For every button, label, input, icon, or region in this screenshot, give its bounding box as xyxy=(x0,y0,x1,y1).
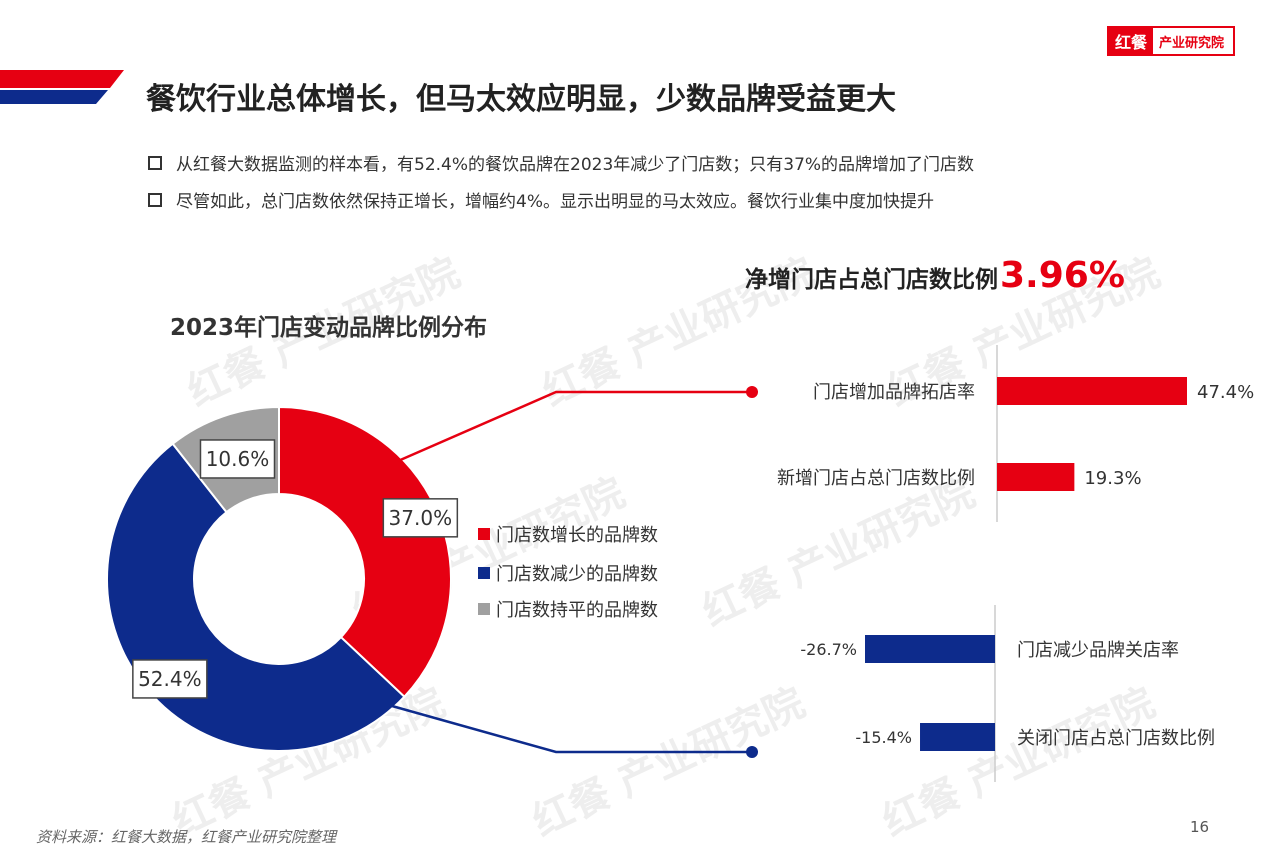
bar-value-label: 47.4% xyxy=(1197,382,1254,403)
net-increase-label: 净增门店占总门店数比例 xyxy=(745,267,998,293)
legend-item-flat: 门店数持平的品牌数 xyxy=(478,596,658,622)
legend-label: 门店数增长的品牌数 xyxy=(496,525,658,546)
legend-item-increase: 门店数增长的品牌数 xyxy=(478,521,658,547)
legend-swatch xyxy=(478,528,490,540)
bar-positive xyxy=(997,463,1075,491)
slice-label: 52.4% xyxy=(138,667,202,691)
slice-label: 10.6% xyxy=(206,447,270,471)
page-number: 16 xyxy=(1190,818,1210,836)
donut-chart-title: 2023年门店变动品牌比例分布 xyxy=(170,315,488,341)
legend-swatch xyxy=(478,603,490,615)
logo: 红餐 产业研究院 xyxy=(1107,26,1235,56)
bar-negative xyxy=(920,723,995,751)
bar-category-label: 关闭门店占总门店数比例 xyxy=(1017,728,1215,749)
bar-positive xyxy=(997,377,1187,405)
bullet-point: 从红餐大数据监测的样本看，有52.4%的餐饮品牌在2023年减少了门店数；只有3… xyxy=(148,150,974,175)
slice-label-box xyxy=(132,659,208,699)
bar-category-label: 门店增加品牌拓店率 xyxy=(813,382,975,403)
bar-value-label: -15.4% xyxy=(855,728,912,747)
bullet-text: 从红餐大数据监测的样本看，有52.4%的餐饮品牌在2023年减少了门店数；只有3… xyxy=(176,155,975,175)
connector-line-decrease xyxy=(391,704,752,754)
slice-label: 37.0% xyxy=(389,506,453,530)
header-band xyxy=(0,70,124,104)
net-increase-heading: 净增门店占总门店数比例 3.96% xyxy=(745,255,1125,296)
legend-label: 门店数持平的品牌数 xyxy=(496,600,658,621)
logo-institute: 产业研究院 xyxy=(1159,35,1225,51)
connector-dot-increase xyxy=(746,386,758,398)
connector-dot-decrease xyxy=(746,746,758,758)
legend-label: 门店数减少的品牌数 xyxy=(496,564,658,585)
bar-value-label: 19.3% xyxy=(1084,468,1141,489)
bullet-point: 尽管如此，总门店数依然保持正增长，增幅约4%。显示出明显的马太效应。餐饮行业集中… xyxy=(148,187,934,212)
connector-line-increase xyxy=(397,390,752,463)
logo-brand: 红餐 xyxy=(1109,28,1154,54)
legend-swatch xyxy=(478,567,490,579)
bar-value-label: -26.7% xyxy=(800,640,857,659)
bullet-text: 尽管如此，总门店数依然保持正增长，增幅约4%。显示出明显的马太效应。餐饮行业集中… xyxy=(176,192,934,212)
source-note: 资料来源：红餐大数据，红餐产业研究院整理 xyxy=(36,828,337,846)
slice-label-box xyxy=(382,498,459,538)
net-increase-value: 3.96% xyxy=(1000,255,1125,296)
bar-negative xyxy=(865,635,995,663)
legend-item-decrease: 门店数减少的品牌数 xyxy=(478,560,658,586)
square-bullet-icon xyxy=(148,155,162,170)
bar-category-label: 门店减少品牌关店率 xyxy=(1017,640,1179,661)
page-title: 餐饮行业总体增长，但马太效应明显，少数品牌受益更大 xyxy=(146,82,896,117)
square-bullet-icon xyxy=(148,192,162,207)
slice-label-box xyxy=(199,439,276,479)
bar-category-label: 新增门店占总门店数比例 xyxy=(777,468,975,489)
donut-slice xyxy=(278,405,452,699)
